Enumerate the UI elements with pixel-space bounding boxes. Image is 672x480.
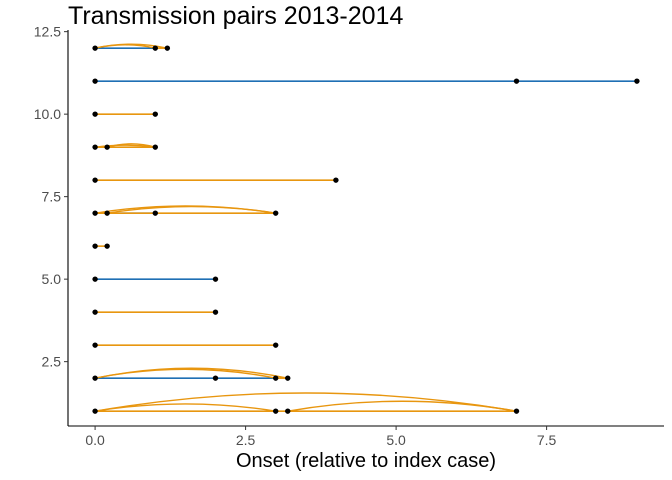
case-point (92, 276, 98, 282)
axes (67, 30, 664, 427)
case-point (152, 144, 158, 150)
y-tick-label: 7.5 (42, 189, 62, 205)
case-point (92, 375, 98, 381)
x-axis-label: Onset (relative to index case) (235, 450, 497, 472)
case-point (152, 210, 158, 216)
case-point (104, 243, 110, 249)
y-tick-label: 5.0 (42, 271, 62, 287)
case-point (92, 210, 98, 216)
case-point (104, 144, 110, 150)
case-point (634, 78, 640, 84)
case-point (92, 111, 98, 117)
transmission-arc (94, 44, 156, 49)
case-point (285, 408, 291, 414)
case-point (212, 276, 219, 282)
case-point (92, 309, 98, 315)
transmission-arc (94, 368, 276, 379)
transmission-arc (287, 400, 517, 412)
case-point (92, 243, 98, 249)
case-point (212, 309, 219, 315)
case-point (513, 408, 520, 414)
case-point (152, 45, 158, 51)
transmission-arc (94, 403, 276, 412)
case-point (212, 375, 219, 381)
x-tick-label: 5.0 (386, 432, 406, 448)
transmission-arc (107, 205, 276, 214)
case-point (333, 177, 339, 183)
case-point (92, 45, 98, 51)
case-point (92, 78, 98, 84)
case-point (104, 210, 110, 216)
transmission-arc (94, 392, 517, 412)
case-point (272, 375, 279, 381)
case-point (92, 177, 98, 183)
x-tick-label: 7.5 (537, 432, 557, 448)
x-tick-label: 2.5 (236, 432, 256, 448)
ticks: 0.0 2.5 5.0 7.5 2.5 5.0 7.5 10.0 12.5 (34, 24, 557, 448)
arcs (94, 43, 517, 412)
chart-title: Transmission pairs 2013-2014 (68, 2, 404, 30)
case-point (272, 408, 279, 414)
transmission-arc (94, 144, 156, 148)
case-point (285, 375, 291, 381)
case-point (152, 111, 158, 117)
segments (95, 47, 637, 412)
case-point (164, 45, 171, 51)
y-tick-label: 12.5 (34, 24, 61, 40)
case-point (92, 408, 98, 414)
case-point (92, 342, 98, 348)
case-point (513, 78, 520, 84)
x-tick-label: 0.0 (85, 432, 105, 448)
y-tick-label: 10.0 (34, 106, 61, 122)
points (92, 45, 640, 414)
case-point (92, 144, 98, 150)
case-point (272, 342, 279, 348)
case-point (272, 210, 279, 216)
y-tick-label: 2.5 (42, 354, 62, 370)
